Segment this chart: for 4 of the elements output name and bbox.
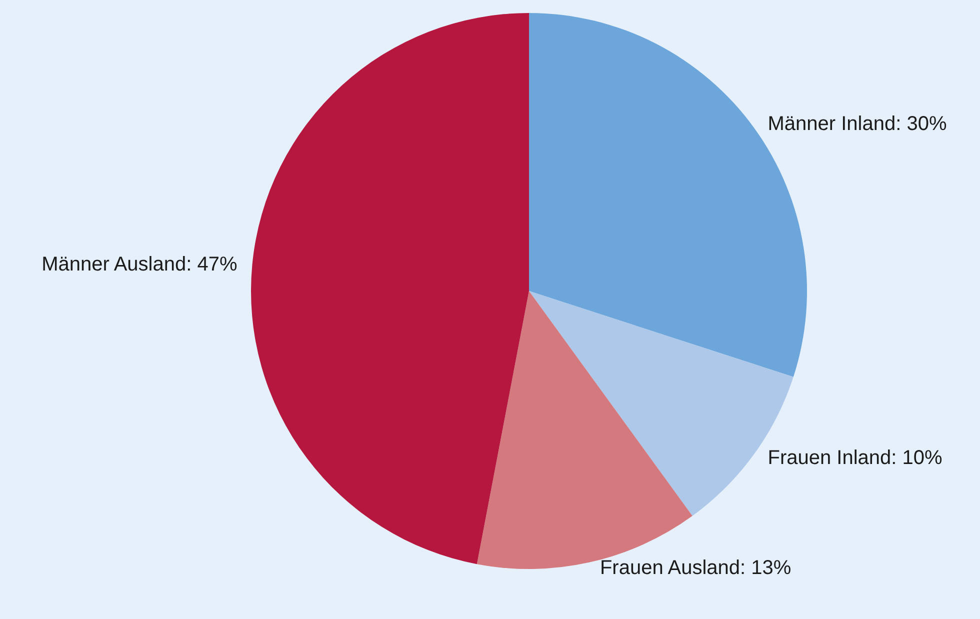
slice-label: Männer Inland: 30% xyxy=(768,113,947,136)
slice-label: Männer Ausland: 47% xyxy=(42,253,238,276)
slice-label: Frauen Ausland: 13% xyxy=(600,557,792,580)
slice-label: Frauen Inland: 10% xyxy=(768,446,943,469)
